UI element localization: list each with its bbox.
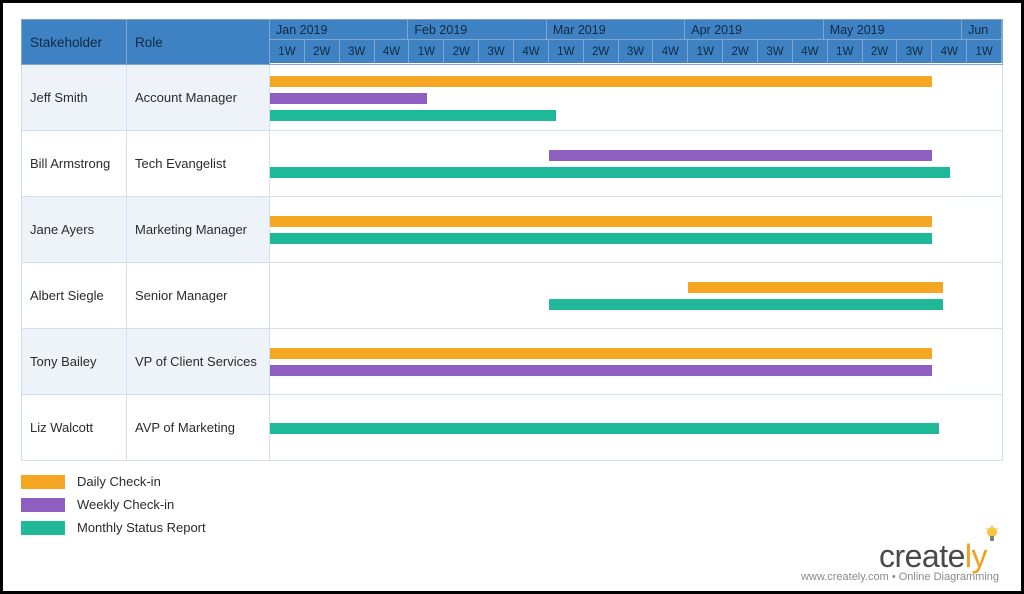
brand-footer: creately www.creately.com • Online Diagr… [801, 538, 999, 583]
gantt-bar-daily [270, 216, 932, 227]
brand-logo: creately [801, 538, 999, 575]
gantt-bar-monthly [549, 299, 943, 310]
week-cell: 4W [932, 40, 967, 63]
gantt-bar-monthly [270, 110, 556, 121]
legend-item-monthly: Monthly Status Report [21, 520, 1003, 535]
week-cell: 3W [897, 40, 932, 63]
timeline-header: Jan 2019Feb 2019Mar 2019Apr 2019May 2019… [270, 20, 1002, 64]
gantt-bar-daily [270, 76, 932, 87]
brand-subtitle: www.creately.com • Online Diagramming [801, 571, 999, 583]
stakeholder-cell: Liz Walcott [22, 395, 127, 460]
stakeholder-cell: Jeff Smith [22, 65, 127, 130]
legend-label: Weekly Check-in [77, 497, 174, 512]
bars-cell [270, 329, 1002, 394]
gantt-row: Bill ArmstrongTech Evangelist [21, 131, 1003, 197]
stakeholder-cell: Jane Ayers [22, 197, 127, 262]
header-role: Role [127, 20, 270, 64]
week-cell: 2W [444, 40, 479, 63]
legend-item-daily: Daily Check-in [21, 474, 1003, 489]
week-cell: 1W [967, 40, 1002, 63]
month-cell: Mar 2019 [547, 20, 685, 40]
gantt-bar-weekly [549, 150, 932, 161]
stakeholder-cell: Albert Siegle [22, 263, 127, 328]
gantt-bar-daily [270, 348, 932, 359]
legend-item-weekly: Weekly Check-in [21, 497, 1003, 512]
gantt-bar-monthly [270, 167, 950, 178]
week-cell: 2W [863, 40, 898, 63]
bars-cell [270, 65, 1002, 130]
legend-label: Monthly Status Report [77, 520, 206, 535]
month-cell: Jun [962, 20, 1002, 40]
stakeholder-cell: Tony Bailey [22, 329, 127, 394]
gantt-bar-monthly [270, 423, 939, 434]
brand-name-pre: create [879, 538, 965, 574]
gantt-row: Albert SiegleSenior Manager [21, 263, 1003, 329]
header-stakeholder: Stakeholder [22, 20, 127, 64]
gantt-bar-weekly [270, 365, 932, 376]
week-cell: 1W [270, 40, 305, 63]
week-cell: 1W [688, 40, 723, 63]
week-cell: 3W [758, 40, 793, 63]
week-cell: 1W [549, 40, 584, 63]
legend: Daily Check-in Weekly Check-in Monthly Sta… [21, 474, 1003, 535]
week-cell: 2W [305, 40, 340, 63]
gantt-row: Jane AyersMarketing Manager [21, 197, 1003, 263]
month-cell: Feb 2019 [408, 20, 546, 40]
week-cell: 4W [653, 40, 688, 63]
role-cell: Senior Manager [127, 263, 270, 328]
bars-cell [270, 395, 1002, 460]
brand-name-accent: ly [965, 538, 987, 574]
week-cell: 2W [723, 40, 758, 63]
legend-swatch [21, 475, 65, 489]
role-cell: Tech Evangelist [127, 131, 270, 196]
month-cell: Jan 2019 [270, 20, 408, 40]
gantt-body: Jeff SmithAccount ManagerBill ArmstrongT… [21, 65, 1003, 461]
legend-label: Daily Check-in [77, 474, 161, 489]
week-cell: 4W [793, 40, 828, 63]
week-cell: 4W [514, 40, 549, 63]
role-cell: Marketing Manager [127, 197, 270, 262]
week-cell: 3W [619, 40, 654, 63]
gantt-row: Jeff SmithAccount Manager [21, 65, 1003, 131]
week-cell: 3W [479, 40, 514, 63]
month-cell: May 2019 [824, 20, 962, 40]
gantt-chart: Stakeholder Role Jan 2019Feb 2019Mar 201… [21, 19, 1003, 464]
legend-swatch [21, 521, 65, 535]
week-cell: 1W [409, 40, 444, 63]
bars-cell [270, 197, 1002, 262]
gantt-bar-weekly [270, 93, 427, 104]
gantt-bar-monthly [270, 233, 932, 244]
gantt-row: Liz WalcottAVP of Marketing [21, 395, 1003, 461]
gantt-row: Tony BaileyVP of Client Services [21, 329, 1003, 395]
role-cell: Account Manager [127, 65, 270, 130]
week-cell: 4W [375, 40, 410, 63]
gantt-header: Stakeholder Role Jan 2019Feb 2019Mar 201… [21, 19, 1003, 65]
role-cell: AVP of Marketing [127, 395, 270, 460]
stakeholder-cell: Bill Armstrong [22, 131, 127, 196]
week-cell: 1W [828, 40, 863, 63]
role-cell: VP of Client Services [127, 329, 270, 394]
month-cell: Apr 2019 [685, 20, 823, 40]
bars-cell [270, 263, 1002, 328]
week-cell: 2W [584, 40, 619, 63]
bars-cell [270, 131, 1002, 196]
lightbulb-icon [985, 516, 999, 553]
week-cell: 3W [340, 40, 375, 63]
gantt-bar-daily [688, 282, 942, 293]
legend-swatch [21, 498, 65, 512]
